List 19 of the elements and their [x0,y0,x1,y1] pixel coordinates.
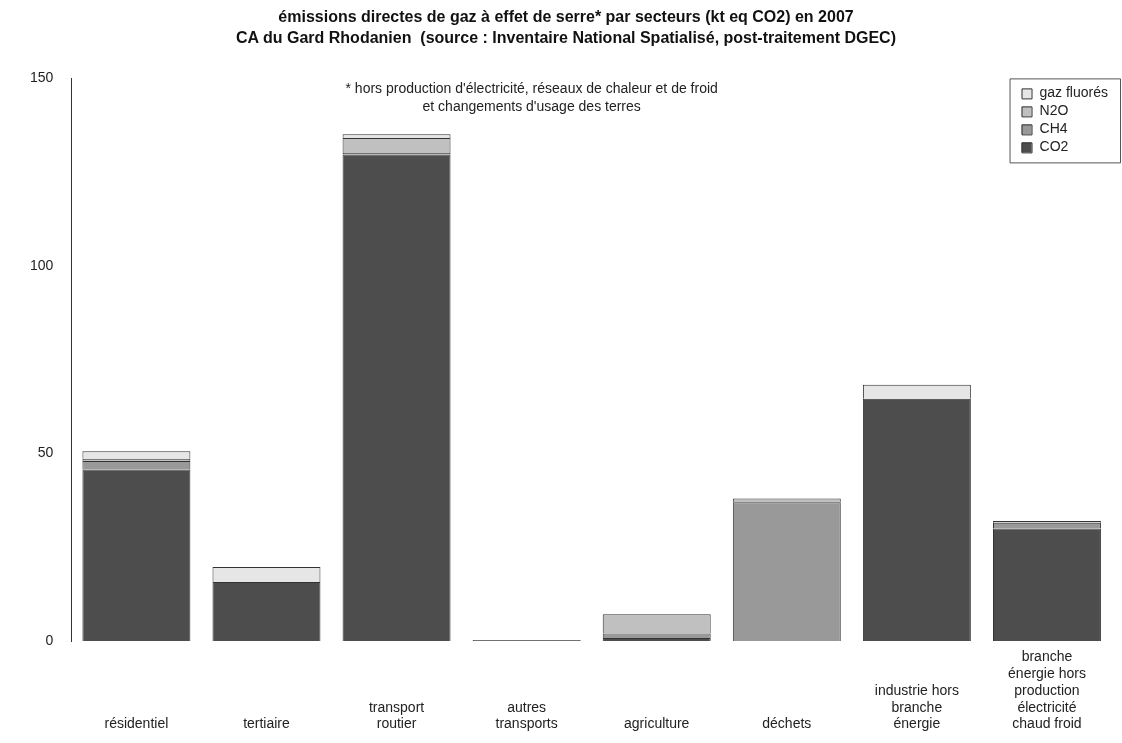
x-tick-label: tertiaire [243,715,291,732]
x-tick-label: autres transports [495,698,558,732]
legend-label: N2O [1039,102,1069,119]
x-tick-label: industrie hors branche énergie [874,681,959,732]
legend-label: CO2 [1039,138,1069,155]
legend-label: CH4 [1039,120,1068,137]
chart-subtitle: CA du Gard Rhodanien (source : Inventaire National Spatialisé, post-traitement DGEC) [236,29,896,47]
y-tick-label: 50 [37,444,54,461]
x-tick-label: transport routier [368,698,425,732]
y-tick-label: 100 [30,256,54,273]
y-tick-label: 0 [45,631,54,648]
y-tick-label: 150 [30,69,54,86]
x-tick-label: agriculture [624,715,690,732]
annotation: * hors production d'électricité, réseaux de chaleur et de froid et changements d'usage des terres [345,80,718,115]
x-tick-label: branche énergie hors production électricité chaud froid [1008,648,1086,732]
x-tick-label: déchets [762,715,812,732]
chart-title: émissions directes de gaz à effet de serre* par secteurs (kt eq CO2) en 2007 [278,8,854,26]
x-tick-label: résidentiel [104,715,169,732]
legend-label: gaz fluorés [1039,84,1108,101]
